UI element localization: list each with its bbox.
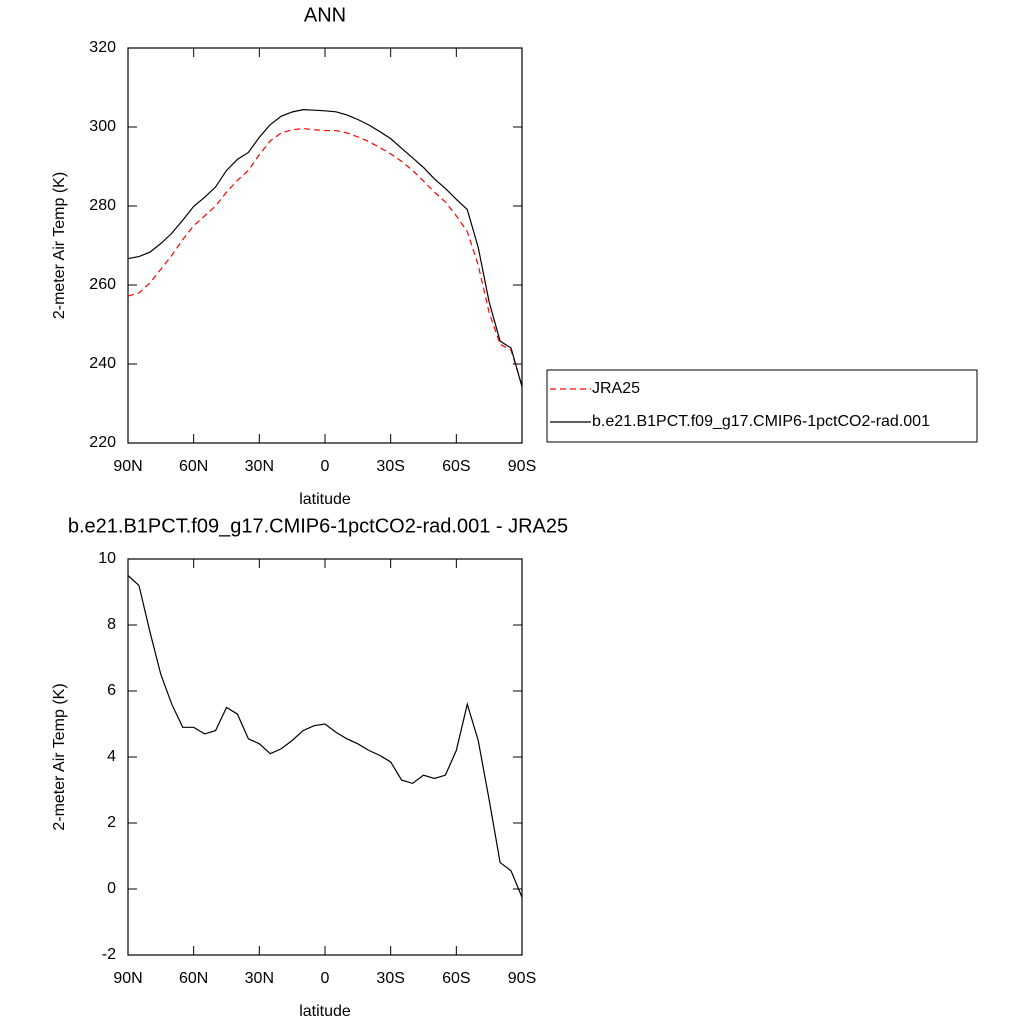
y-axis-label: 2-meter Air Temp (K) (51, 172, 68, 319)
x-tick-label: 60S (442, 970, 470, 987)
chart-title: ANN (304, 4, 346, 26)
plot-frame (127, 558, 523, 956)
x-tick-label: 90S (508, 458, 536, 475)
series-line (127, 575, 523, 898)
x-tick-label: 60N (179, 970, 208, 987)
legend-label: JRA25 (592, 380, 640, 397)
x-tick-label: 30N (245, 970, 274, 987)
x-axis-label: latitude (299, 1003, 351, 1020)
x-tick-label: 60S (442, 458, 470, 475)
legend-label: b.e21.B1PCT.f09_g17.CMIP6-1pctCO2-rad.00… (592, 413, 930, 430)
x-tick-label: 0 (321, 458, 330, 475)
x-tick-label: 60N (179, 458, 208, 475)
series-line (127, 127, 523, 386)
x-tick-label: 90N (113, 458, 142, 475)
y-tick-label: 10 (98, 550, 116, 567)
x-tick-label: 0 (321, 970, 330, 987)
y-tick-label: 8 (107, 616, 116, 633)
y-tick-label: 4 (107, 748, 116, 765)
x-tick-label: 30N (245, 458, 274, 475)
plot-frame (127, 47, 523, 444)
legend-box (546, 369, 978, 443)
y-tick-label: 2 (107, 814, 116, 831)
chart-title: b.e21.B1PCT.f09_g17.CMIP6-1pctCO2-rad.00… (68, 515, 568, 537)
y-tick-label: 6 (107, 682, 116, 699)
x-tick-label: 90N (113, 970, 142, 987)
x-tick-label: 30S (376, 970, 404, 987)
y-tick-label: 240 (89, 355, 116, 372)
y-tick-label: 300 (89, 118, 116, 135)
x-axis-label: latitude (299, 491, 351, 508)
y-tick-label: 280 (89, 197, 116, 214)
x-tick-label: 30S (376, 458, 404, 475)
y-tick-label: -2 (102, 946, 116, 963)
y-axis-label: 2-meter Air Temp (K) (51, 683, 68, 830)
y-tick-label: 220 (89, 434, 116, 451)
y-tick-label: 0 (107, 880, 116, 897)
series-line (127, 109, 523, 387)
y-tick-label: 320 (89, 39, 116, 56)
y-tick-label: 260 (89, 276, 116, 293)
x-tick-label: 90S (508, 970, 536, 987)
